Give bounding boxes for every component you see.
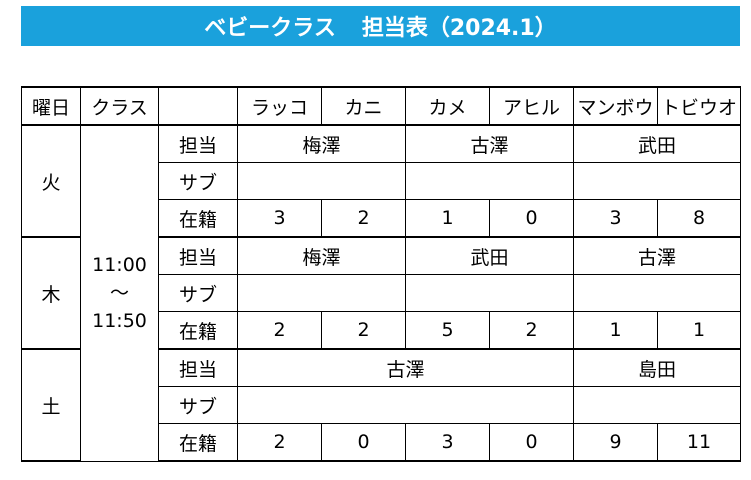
day-label-sat: 土 xyxy=(21,348,81,462)
zaiseki-cell: 0 xyxy=(489,423,574,462)
tantou-cell: 武田 xyxy=(405,236,574,275)
zaiseki-cell: 1 xyxy=(405,199,490,238)
time-separator: ～ xyxy=(109,282,129,305)
row-label-sub: サブ xyxy=(158,162,238,200)
table-row: 火 11:00 ～ 11:50 担当 梅澤 古澤 武田 xyxy=(21,124,741,462)
tantou-cell: 古澤 xyxy=(405,124,574,163)
zaiseki-cell: 2 xyxy=(489,311,574,350)
day-label-tue: 火 xyxy=(21,124,81,238)
row-label-tantou: 担当 xyxy=(158,124,238,163)
table-row: 木 担当 梅澤 武田 古澤 xyxy=(21,236,741,350)
zaiseki-cell: 11 xyxy=(657,423,741,462)
header-class-ahiru: アヒル xyxy=(489,86,574,126)
table-row: サブ xyxy=(22,162,741,200)
tantou-cell: 古澤 xyxy=(573,236,741,275)
tantou-cell: 梅澤 xyxy=(237,236,406,275)
sub-cell xyxy=(237,274,406,312)
table-row: 在籍 2 0 3 0 9 11 xyxy=(22,423,741,462)
tantou-cell: 島田 xyxy=(573,348,741,387)
row-label-zaiseki: 在籍 xyxy=(158,311,238,350)
row-label-tantou: 担当 xyxy=(158,348,238,387)
table-row: サブ xyxy=(22,386,741,424)
tantou-cell: 古澤 xyxy=(237,348,574,387)
zaiseki-cell: 0 xyxy=(489,199,574,238)
zaiseki-cell: 2 xyxy=(321,199,406,238)
time-end: 11:50 xyxy=(92,310,147,333)
title-banner: ベビークラス 担当表（2024.1） xyxy=(21,6,740,46)
tantou-cell: 梅澤 xyxy=(237,124,406,163)
header-empty xyxy=(158,86,238,126)
zaiseki-cell: 1 xyxy=(657,311,741,350)
title-sub: 担当表（2024.1） xyxy=(361,16,557,41)
table-row: サブ xyxy=(22,274,741,312)
header-day: 曜日 xyxy=(21,86,81,126)
schedule-table: 曜日 クラス ラッコ カニ カメ アヒル マンボウ トビウオ 火 11:00 ～… xyxy=(21,86,741,462)
row-label-zaiseki: 在籍 xyxy=(158,199,238,238)
header-class-rakko: ラッコ xyxy=(237,86,322,126)
sub-cell xyxy=(573,162,741,200)
row-label-sub: サブ xyxy=(158,274,238,312)
day-label-thu: 木 xyxy=(21,236,81,350)
sub-cell xyxy=(237,162,406,200)
row-label-sub: サブ xyxy=(158,386,238,424)
zaiseki-cell: 3 xyxy=(573,199,658,238)
sub-cell xyxy=(405,162,574,200)
zaiseki-cell: 0 xyxy=(321,423,406,462)
zaiseki-cell: 2 xyxy=(237,423,322,462)
zaiseki-cell: 1 xyxy=(573,311,658,350)
zaiseki-cell: 5 xyxy=(405,311,490,350)
sub-cell xyxy=(237,386,574,424)
header-class-kani: カニ xyxy=(321,86,406,126)
zaiseki-cell: 8 xyxy=(657,199,741,238)
title-main: ベビークラス xyxy=(204,16,336,41)
table-row: 在籍 2 2 5 2 1 1 xyxy=(22,311,741,350)
zaiseki-cell: 3 xyxy=(405,423,490,462)
zaiseki-cell: 3 xyxy=(237,199,322,238)
time-start: 11:00 xyxy=(92,254,147,277)
zaiseki-cell: 2 xyxy=(237,311,322,350)
header-class-tobiuo: トビウオ xyxy=(657,86,741,126)
sub-cell xyxy=(405,274,574,312)
header-class-manbou: マンボウ xyxy=(573,86,658,126)
tantou-cell: 武田 xyxy=(573,124,741,163)
row-label-zaiseki: 在籍 xyxy=(158,423,238,462)
zaiseki-cell: 2 xyxy=(321,311,406,350)
sub-cell xyxy=(573,274,741,312)
header-row: 曜日 クラス ラッコ カニ カメ アヒル マンボウ トビウオ xyxy=(21,86,741,126)
header-class-kame: カメ xyxy=(405,86,490,126)
row-label-tantou: 担当 xyxy=(158,236,238,275)
time-cell: 11:00 ～ 11:50 xyxy=(80,124,159,462)
zaiseki-cell: 9 xyxy=(573,423,658,462)
header-class: クラス xyxy=(80,86,159,126)
sub-cell xyxy=(573,386,741,424)
